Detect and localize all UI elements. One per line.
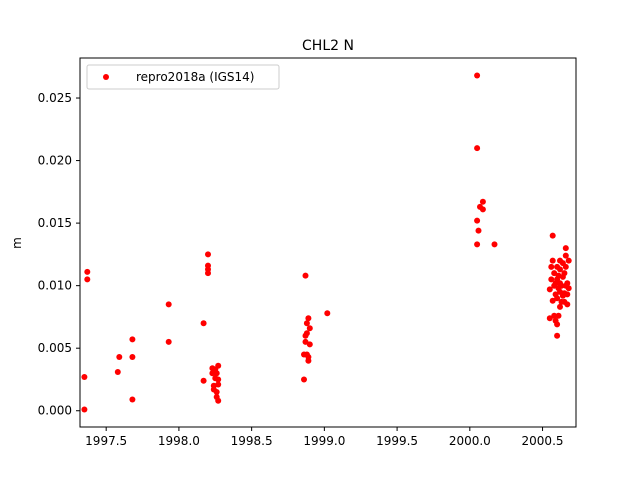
data-point	[84, 276, 91, 283]
data-point	[129, 336, 136, 343]
data-point	[491, 241, 498, 248]
data-point	[564, 301, 571, 308]
data-point	[305, 354, 312, 360]
data-point	[129, 396, 136, 403]
data-point	[555, 312, 562, 319]
data-point	[549, 232, 556, 239]
data-point	[562, 245, 569, 252]
y-tick-label: 0.010	[38, 279, 72, 293]
y-tick-label: 0.015	[38, 216, 72, 230]
data-point	[557, 266, 563, 273]
x-tick-label: 2000.5	[522, 434, 564, 448]
x-tick-label: 1999.0	[303, 434, 345, 448]
data-point	[302, 272, 309, 279]
data-point	[306, 325, 313, 332]
x-axis: 1997.5 1998.0 1998.5 1999.0 1999.5 2000.0 2000…	[85, 427, 564, 448]
data-point	[558, 282, 565, 289]
y-tick-label: 0.025	[38, 91, 72, 105]
data-point	[561, 270, 568, 277]
data-point	[215, 397, 222, 404]
data-point	[557, 303, 563, 310]
legend-label: repro2018a (IGS14)	[136, 70, 254, 84]
data-point	[215, 362, 222, 369]
data-point	[205, 262, 211, 269]
data-point	[475, 227, 482, 234]
data-point	[213, 370, 220, 377]
data-point	[548, 263, 555, 270]
data-point	[554, 332, 561, 339]
data-point	[474, 217, 481, 224]
data-point	[474, 241, 481, 248]
data-point	[306, 341, 313, 348]
data-point	[479, 206, 486, 213]
y-axis: 0.000 0.005 0.010 0.015 0.020 0.025	[38, 91, 80, 418]
data-point	[84, 268, 91, 275]
data-point	[546, 315, 553, 322]
data-point	[81, 406, 88, 413]
data-point	[564, 291, 571, 298]
y-tick-label: 0.005	[38, 341, 72, 355]
data-point	[215, 376, 222, 383]
x-tick-label: 1997.5	[85, 434, 127, 448]
y-axis-label: m	[10, 237, 24, 249]
data-point	[301, 376, 307, 383]
data-point	[565, 257, 572, 264]
legend: repro2018a (IGS14)	[86, 64, 280, 90]
data-point	[546, 286, 553, 293]
plot-frame	[79, 57, 577, 428]
data-point	[479, 198, 486, 205]
data-point	[165, 338, 172, 345]
y-tick-label: 0.020	[38, 154, 72, 168]
data-point	[305, 315, 312, 322]
x-tick-label: 1998.5	[231, 434, 273, 448]
data-point	[474, 72, 481, 79]
data-point	[548, 276, 555, 283]
data-point	[116, 354, 123, 360]
data-point	[554, 295, 561, 302]
legend-box	[86, 64, 280, 90]
data-point	[551, 312, 558, 319]
data-point	[303, 330, 310, 337]
x-tick-label: 2000.0	[449, 434, 491, 448]
data-point	[213, 389, 220, 395]
data-points-group	[81, 72, 572, 413]
data-point	[565, 285, 572, 292]
data-point	[129, 354, 136, 360]
x-tick-label: 1999.5	[376, 434, 418, 448]
legend-marker	[103, 74, 109, 80]
x-tick-label: 1998.0	[158, 434, 200, 448]
data-point	[474, 145, 481, 152]
data-point	[324, 310, 331, 317]
y-tick-label: 0.000	[38, 404, 72, 418]
data-point	[549, 297, 556, 304]
data-point	[562, 252, 569, 259]
data-point	[200, 320, 207, 327]
data-point	[205, 251, 211, 258]
data-point	[114, 369, 121, 375]
data-point	[215, 381, 222, 388]
data-point	[81, 374, 88, 380]
data-point	[165, 301, 172, 308]
data-point	[303, 320, 310, 327]
data-point	[549, 257, 556, 264]
data-point	[554, 321, 561, 328]
chart-title: CHL2 N	[302, 38, 354, 54]
data-point	[200, 377, 207, 384]
data-point	[562, 263, 569, 270]
data-point	[564, 280, 571, 287]
